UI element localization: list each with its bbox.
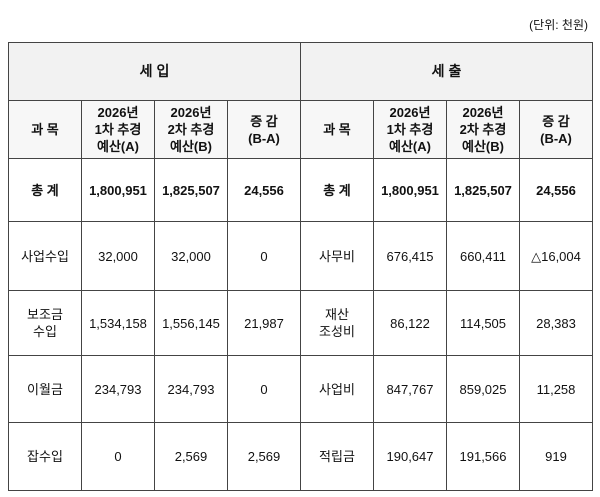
table-cell: 사업비 [300,355,374,423]
cell-line: 2차 추경 [459,122,507,137]
cell-line: 보조금 [27,307,63,322]
table-cell: 0 [227,221,301,291]
table-cell: 11,258 [519,355,593,423]
table-cell: 234,793 [81,355,155,423]
cell-line: 1차 추경 [386,122,434,137]
table-cell: 1,825,507 [154,158,228,222]
table-cell: 24,556 [227,158,301,222]
table-cell: 1,800,951 [81,158,155,222]
cell-line: 2차 추경 [167,122,215,137]
table-cell: 잡수입 [8,422,82,491]
table-cell: 0 [227,355,301,423]
table-cell: 919 [519,422,593,491]
cell-line: 재산 [325,307,349,322]
table-cell: 2,569 [154,422,228,491]
cell-line: 2026년 [389,105,431,120]
table-cell: 24,556 [519,158,593,222]
table-cell: 847,767 [373,355,447,423]
cell-line: 2026년 [170,105,212,120]
column-row: 과 목 2026년 1차 추경 예산(A) 2026년 2차 추경 예산(B) 증 감 (B-A… [8,100,593,159]
table-row: 이월금 234,793 234,793 0 사업비 847,767 859,025 11,25… [8,355,593,423]
table-cell: 191,566 [446,422,520,491]
table-cell: 총 계 [8,158,82,222]
table-row: 잡수입 0 2,569 2,569 적립금 190,647 191,566 919 [8,422,593,491]
table-cell: 1,556,145 [154,290,228,356]
table-cell: △16,004 [519,221,593,291]
group-header: 세 출 [300,42,593,101]
cell-line: 조성비 [319,324,355,339]
table-cell: 660,411 [446,221,520,291]
table-row: 사업수입 32,000 32,000 0 사무비 676,415 660,411 △16,00… [8,221,593,291]
cell-line: 증 감 [542,113,570,129]
cell-line: 과 목 [323,122,351,137]
column-header: 증 감 (B-A) [227,100,301,159]
table-cell: 234,793 [154,355,228,423]
table-cell: 0 [81,422,155,491]
table-cell: 이월금 [8,355,82,423]
table-cell: 총 계 [300,158,374,222]
cell-line: 1차 추경 [94,122,142,137]
table-cell: 859,025 [446,355,520,423]
cell-line: (B-A) [248,130,280,146]
cell-line: 2026년 [97,105,139,120]
table-cell: 사무비 [300,221,374,291]
table-cell: 190,647 [373,422,447,491]
table-cell: 32,000 [154,221,228,291]
column-header: 과 목 [8,100,82,159]
table-cell: 114,505 [446,290,520,356]
cell-line: 수입 [33,324,57,339]
unit-note: (단위: 천원) [529,18,588,32]
table-row: 총 계 1,800,951 1,825,507 24,556 총 계 1,800,951 1… [8,158,593,222]
column-header: 과 목 [300,100,374,159]
table-cell: 21,987 [227,290,301,356]
cell-line: 예산(B) [170,139,212,154]
table-cell: 2,569 [227,422,301,491]
table-cell: 사업수입 [8,221,82,291]
table-cell: 28,383 [519,290,593,356]
table-cell: 32,000 [81,221,155,291]
table-cell: 1,825,507 [446,158,520,222]
table-cell: 적립금 [300,422,374,491]
cell-line: 과 목 [31,122,59,137]
cell-line: 예산(B) [462,139,504,154]
cell-line: 2026년 [462,105,504,120]
table-row: 보조금 수입 1,534,158 1,556,145 21,987 재산 조성비 86,122… [8,290,593,356]
table-cell: 1,800,951 [373,158,447,222]
cell-line: 예산(A) [389,139,431,154]
table-cell: 86,122 [373,290,447,356]
cell-line: 증 감 [250,113,278,129]
cell-line: (B-A) [540,130,572,146]
group-header: 세 입 [8,42,301,101]
table-cell: 1,534,158 [81,290,155,356]
cell-line: 예산(A) [97,139,139,154]
table-cell: 676,415 [373,221,447,291]
column-header: 증 감 (B-A) [519,100,593,159]
